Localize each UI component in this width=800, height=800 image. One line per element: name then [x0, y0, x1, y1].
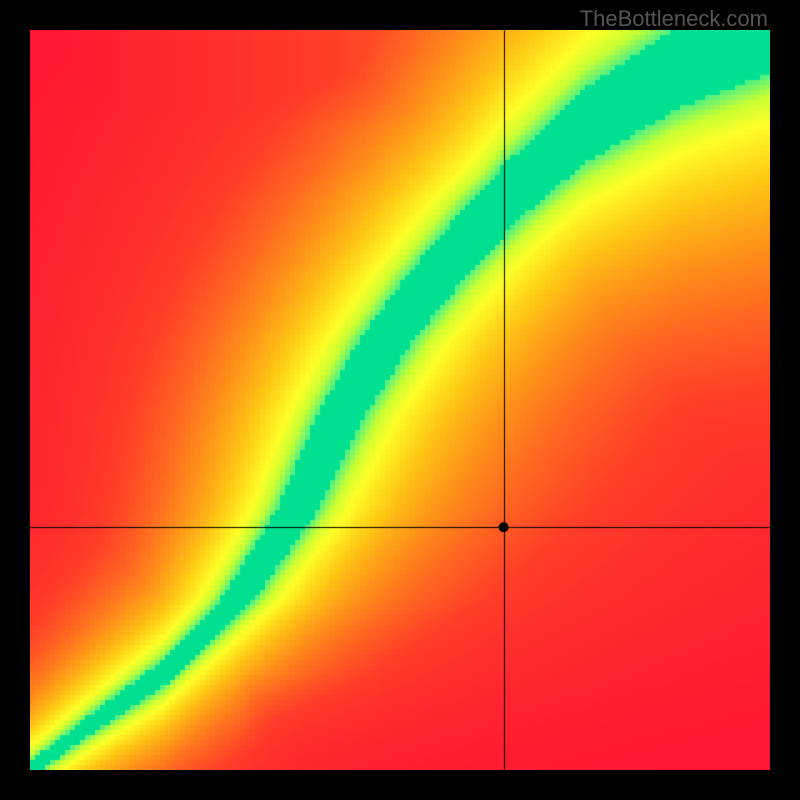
- watermark-text: TheBottleneck.com: [580, 6, 768, 32]
- chart-container: TheBottleneck.com: [0, 0, 800, 800]
- bottleneck-heatmap: [30, 30, 770, 770]
